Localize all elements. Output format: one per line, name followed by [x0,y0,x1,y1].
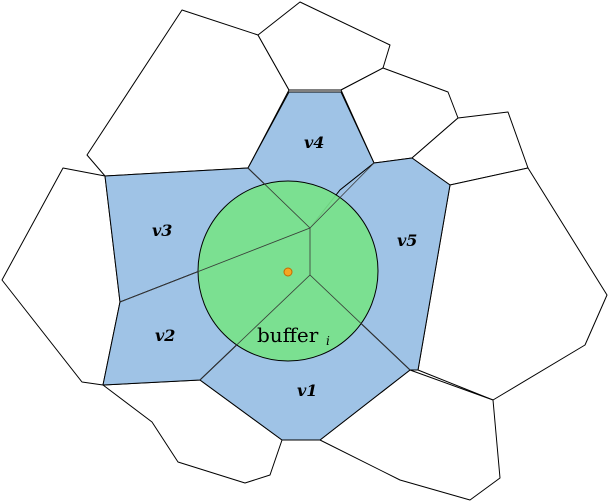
label-v1: v1 [297,381,317,400]
label-v3: v3 [152,221,172,240]
label-v5: v5 [397,231,417,250]
label-v4: v4 [304,133,324,152]
edge-v3-v2 [119,227,311,303]
region-labels: v1 v2 v3 v4 v5 [152,133,417,400]
label-v2: v2 [155,326,175,345]
buffer-label: buffer [257,323,319,347]
outer-cell-left [1,167,121,386]
edge-v4-v5 [309,162,375,229]
edge-v3-v4 [247,167,311,229]
buffer-subscript: i [326,334,330,348]
edge-v1-v5 [309,274,411,371]
center-point [283,267,293,277]
inner-edges [119,162,411,381]
edge-v2-v1 [199,274,311,381]
buffer-label-group: buffer i [257,323,330,348]
